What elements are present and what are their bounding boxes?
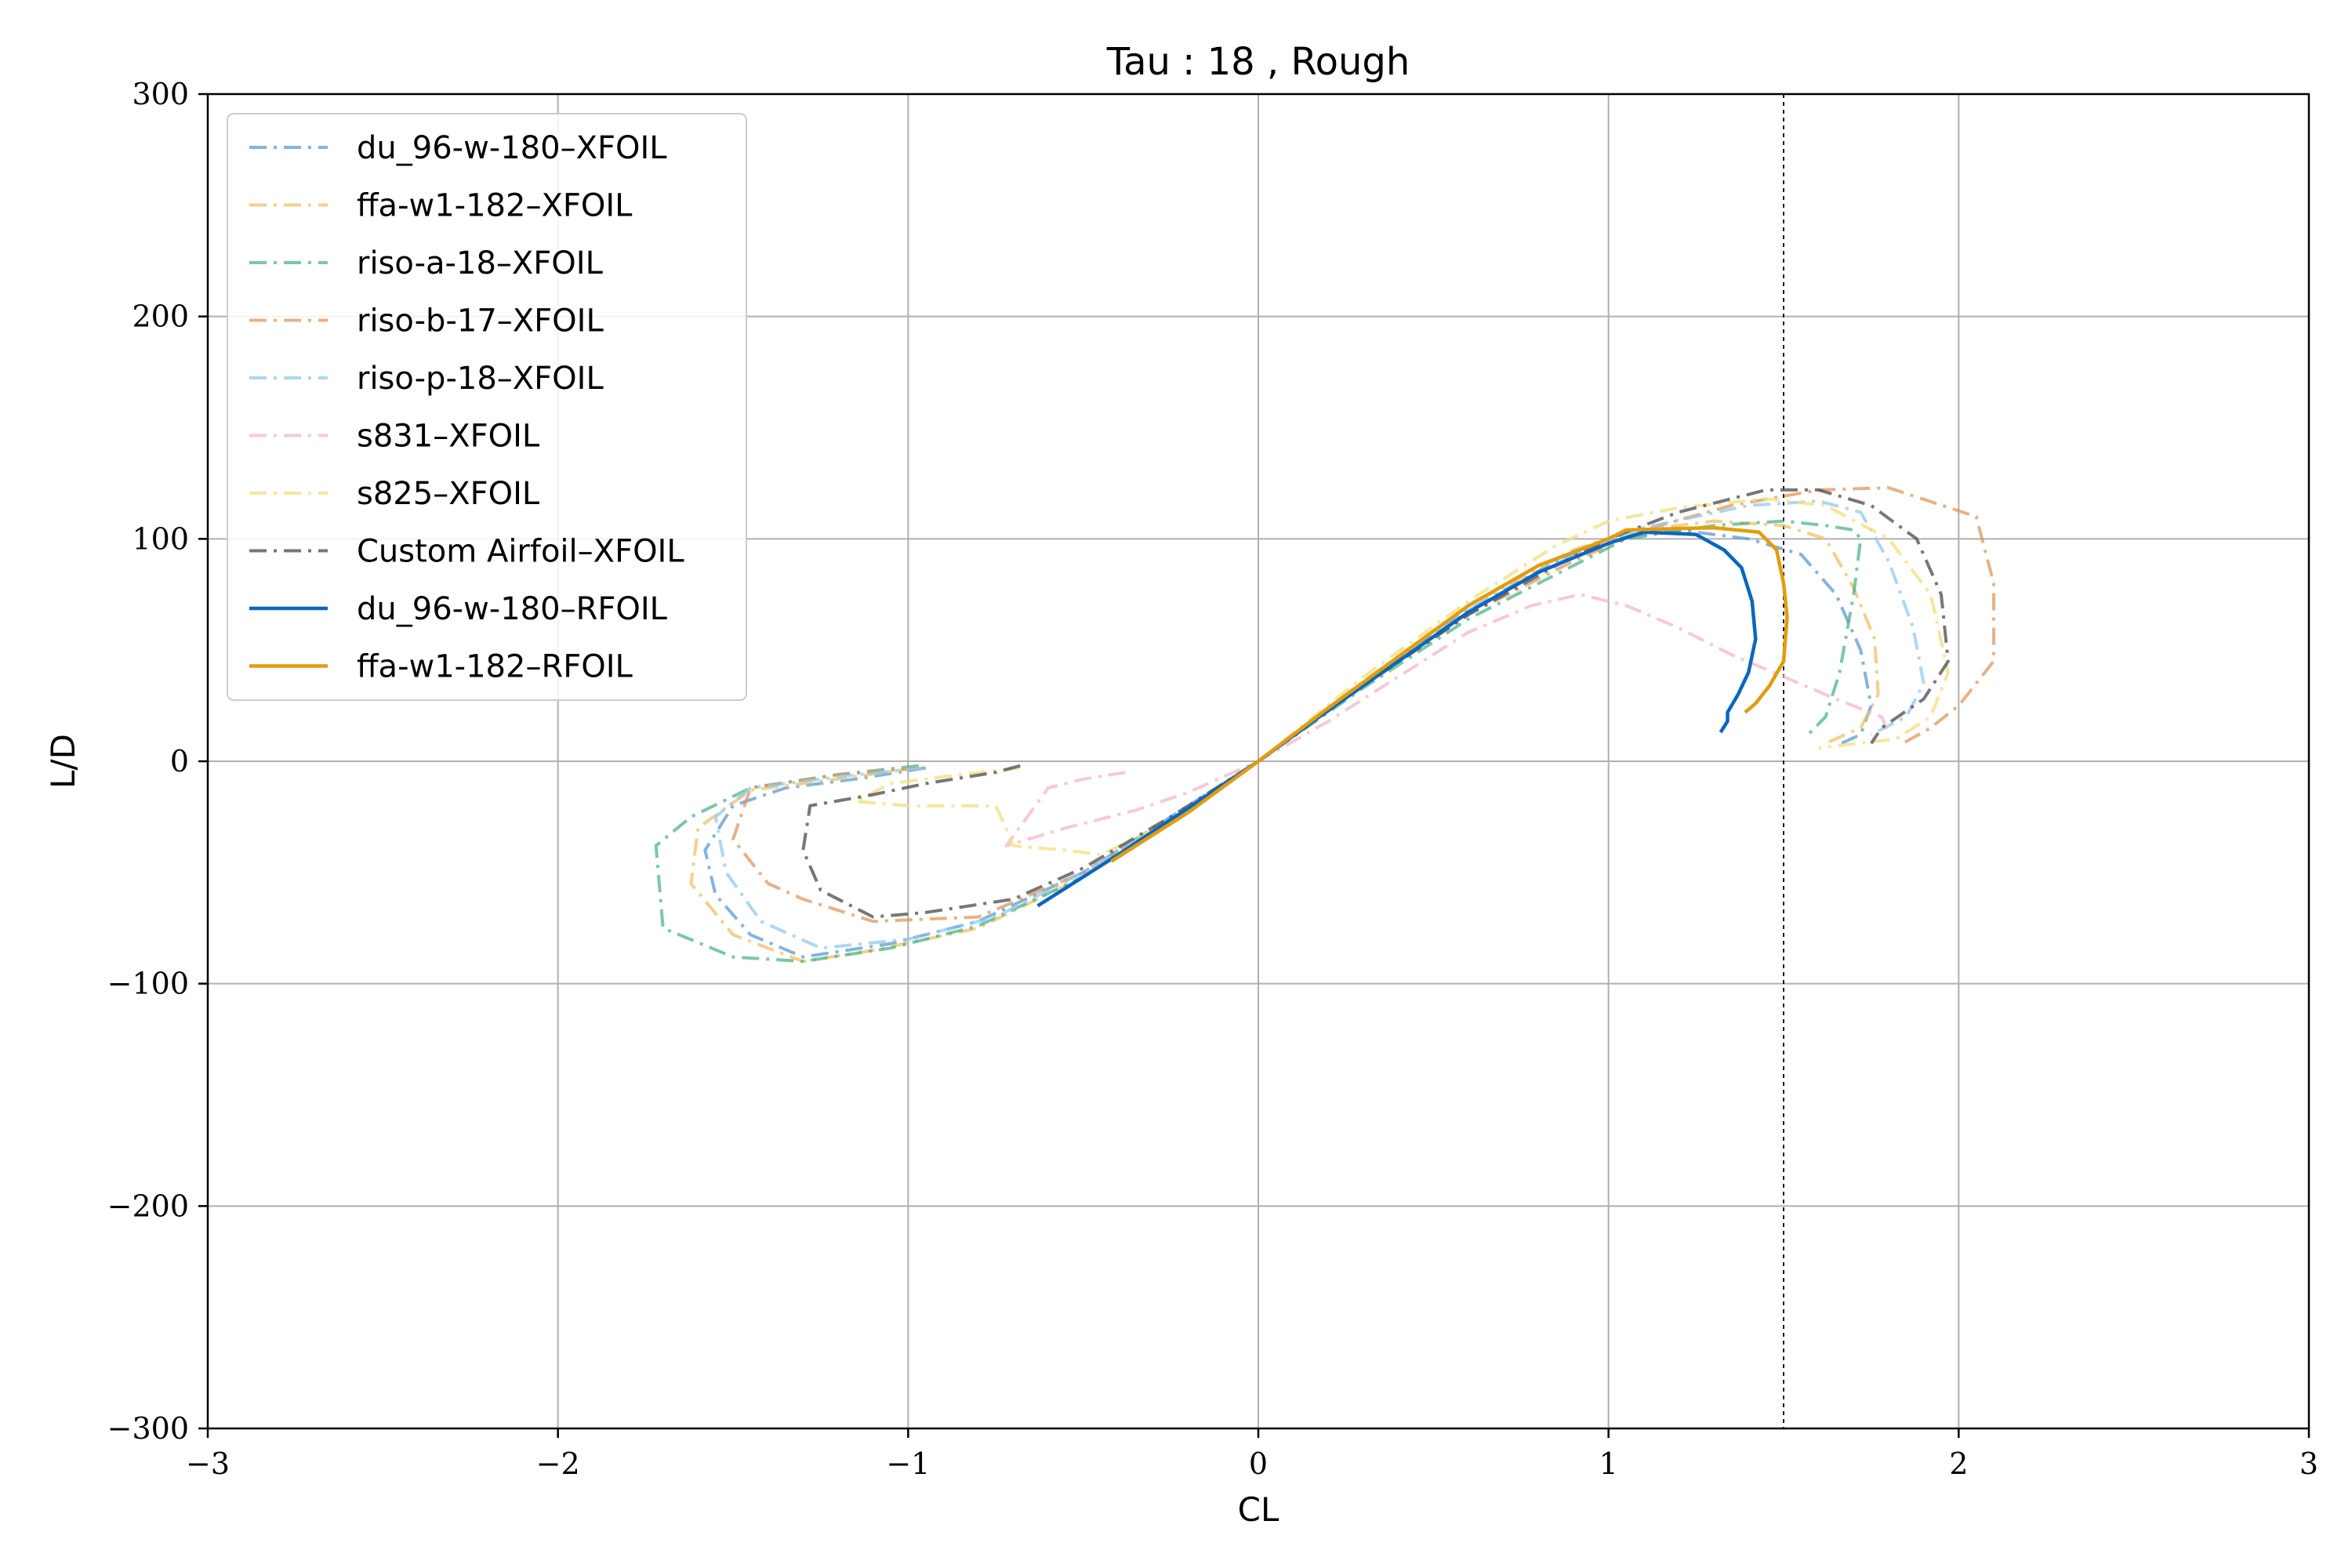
- y-axis-ticks: −300 −200 −100 0 100 200 300: [107, 77, 208, 1446]
- x-tick-label: −1: [886, 1446, 930, 1481]
- y-tick-label: 200: [132, 299, 189, 334]
- x-tick-label: 1: [1599, 1446, 1618, 1481]
- x-tick-label: 3: [2299, 1446, 2318, 1481]
- x-axis-ticks: −3 −2 −1 0 1 2 3: [186, 1428, 2318, 1481]
- y-tick-label: 100: [132, 521, 189, 556]
- series-lines: [654, 486, 1995, 964]
- y-axis-title: L/D: [44, 734, 82, 789]
- x-tick-label: −3: [186, 1446, 230, 1481]
- series-line-10: [1110, 525, 1789, 863]
- x-tick-label: 2: [1949, 1446, 1968, 1481]
- series-line-2: [689, 519, 1880, 964]
- legend-items: du_96-w-180–XFOIL ffa-w1-182–XFOIL riso-a-…: [249, 130, 684, 685]
- legend-label: ffa-w1-182–RFOIL: [357, 649, 633, 685]
- series-line-7: [854, 497, 1950, 857]
- y-tick-label: 0: [170, 744, 189, 779]
- legend: du_96-w-180–XFOIL ffa-w1-182–XFOIL riso-a-…: [227, 113, 747, 701]
- legend-label: s825–XFOIL: [357, 476, 540, 512]
- legend-label: s831–XFOIL: [357, 419, 540, 455]
- series-line-9: [1036, 530, 1758, 908]
- legend-label: riso-p-18–XFOIL: [357, 361, 604, 397]
- x-tick-label: −2: [536, 1446, 580, 1481]
- y-tick-label: −200: [107, 1189, 189, 1223]
- y-tick-label: 300: [132, 77, 189, 111]
- y-tick-label: −100: [107, 967, 189, 1001]
- x-tick-label: 0: [1249, 1446, 1268, 1481]
- legend-label: du_96-w-180–XFOIL: [357, 130, 667, 166]
- chart-title: Tau : 18 , Rough: [1106, 40, 1410, 84]
- legend-label: Custom Airfoil–XFOIL: [357, 534, 684, 570]
- y-tick-label: −300: [107, 1411, 189, 1446]
- series-line-5: [713, 499, 1926, 950]
- legend-label: du_96-w-180–RFOIL: [357, 591, 668, 627]
- legend-label: riso-a-18–XFOIL: [357, 245, 604, 281]
- legend-box: [227, 113, 747, 701]
- legend-label: riso-b-17–XFOIL: [357, 303, 604, 339]
- series-line-4: [731, 486, 1995, 924]
- x-axis-title: CL: [1238, 1490, 1279, 1529]
- legend-label: ffa-w1-182–XFOIL: [357, 188, 633, 224]
